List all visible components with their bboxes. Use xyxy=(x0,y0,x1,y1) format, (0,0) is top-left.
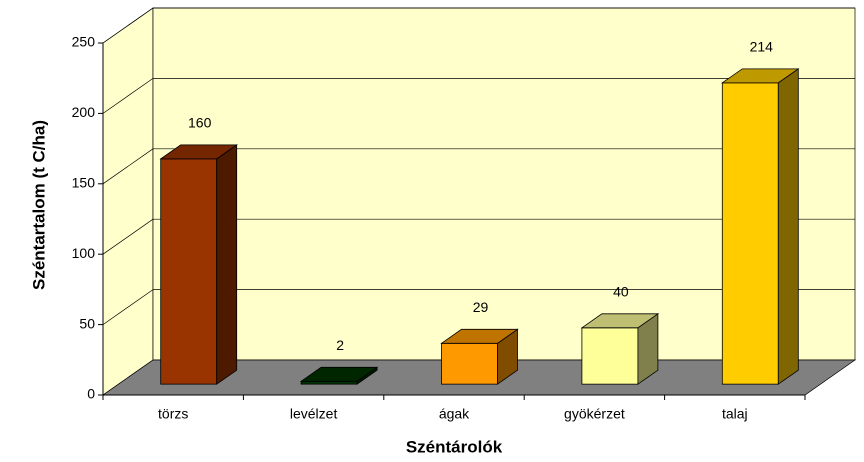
bar-front xyxy=(441,342,498,385)
data-label: 2 xyxy=(336,337,344,353)
bar-top xyxy=(440,328,519,344)
bar-front xyxy=(300,380,358,385)
x-tick-label: gyökérzet xyxy=(564,406,625,422)
bar-front xyxy=(581,327,639,385)
bar-top xyxy=(159,144,238,160)
grid-line xyxy=(102,7,154,44)
bar-top xyxy=(580,313,660,329)
side-wall xyxy=(102,7,154,396)
x-axis-title: Széntárolók xyxy=(406,437,503,456)
y-tick-label: 0 xyxy=(87,386,95,402)
y-tick-label: 50 xyxy=(79,315,95,331)
bar-side xyxy=(216,144,238,385)
data-label: 40 xyxy=(613,284,629,300)
grid-line xyxy=(102,148,154,185)
y-tick-label: 200 xyxy=(72,104,96,120)
x-tick-label: talaj xyxy=(722,406,748,422)
bar-top xyxy=(299,366,379,382)
data-label: 160 xyxy=(188,115,212,131)
y-axis-title: Széntartalom (t C/ha) xyxy=(29,120,48,290)
bar-front xyxy=(721,82,779,385)
y-tick-label: 150 xyxy=(72,175,96,191)
grid-line xyxy=(102,78,154,114)
x-tick-label: ágak xyxy=(439,406,470,422)
x-tick-label: törzs xyxy=(158,406,188,422)
grid-line xyxy=(102,218,154,255)
x-tick-label: levélzet xyxy=(290,406,338,422)
bar-top xyxy=(721,68,800,84)
data-label: 29 xyxy=(473,299,489,315)
y-tick-label: 250 xyxy=(72,34,96,50)
y-tick-label: 100 xyxy=(72,245,96,261)
bar-front xyxy=(160,158,218,385)
data-label: 214 xyxy=(750,39,774,55)
bar-side xyxy=(777,68,799,385)
grid-line xyxy=(102,289,154,325)
